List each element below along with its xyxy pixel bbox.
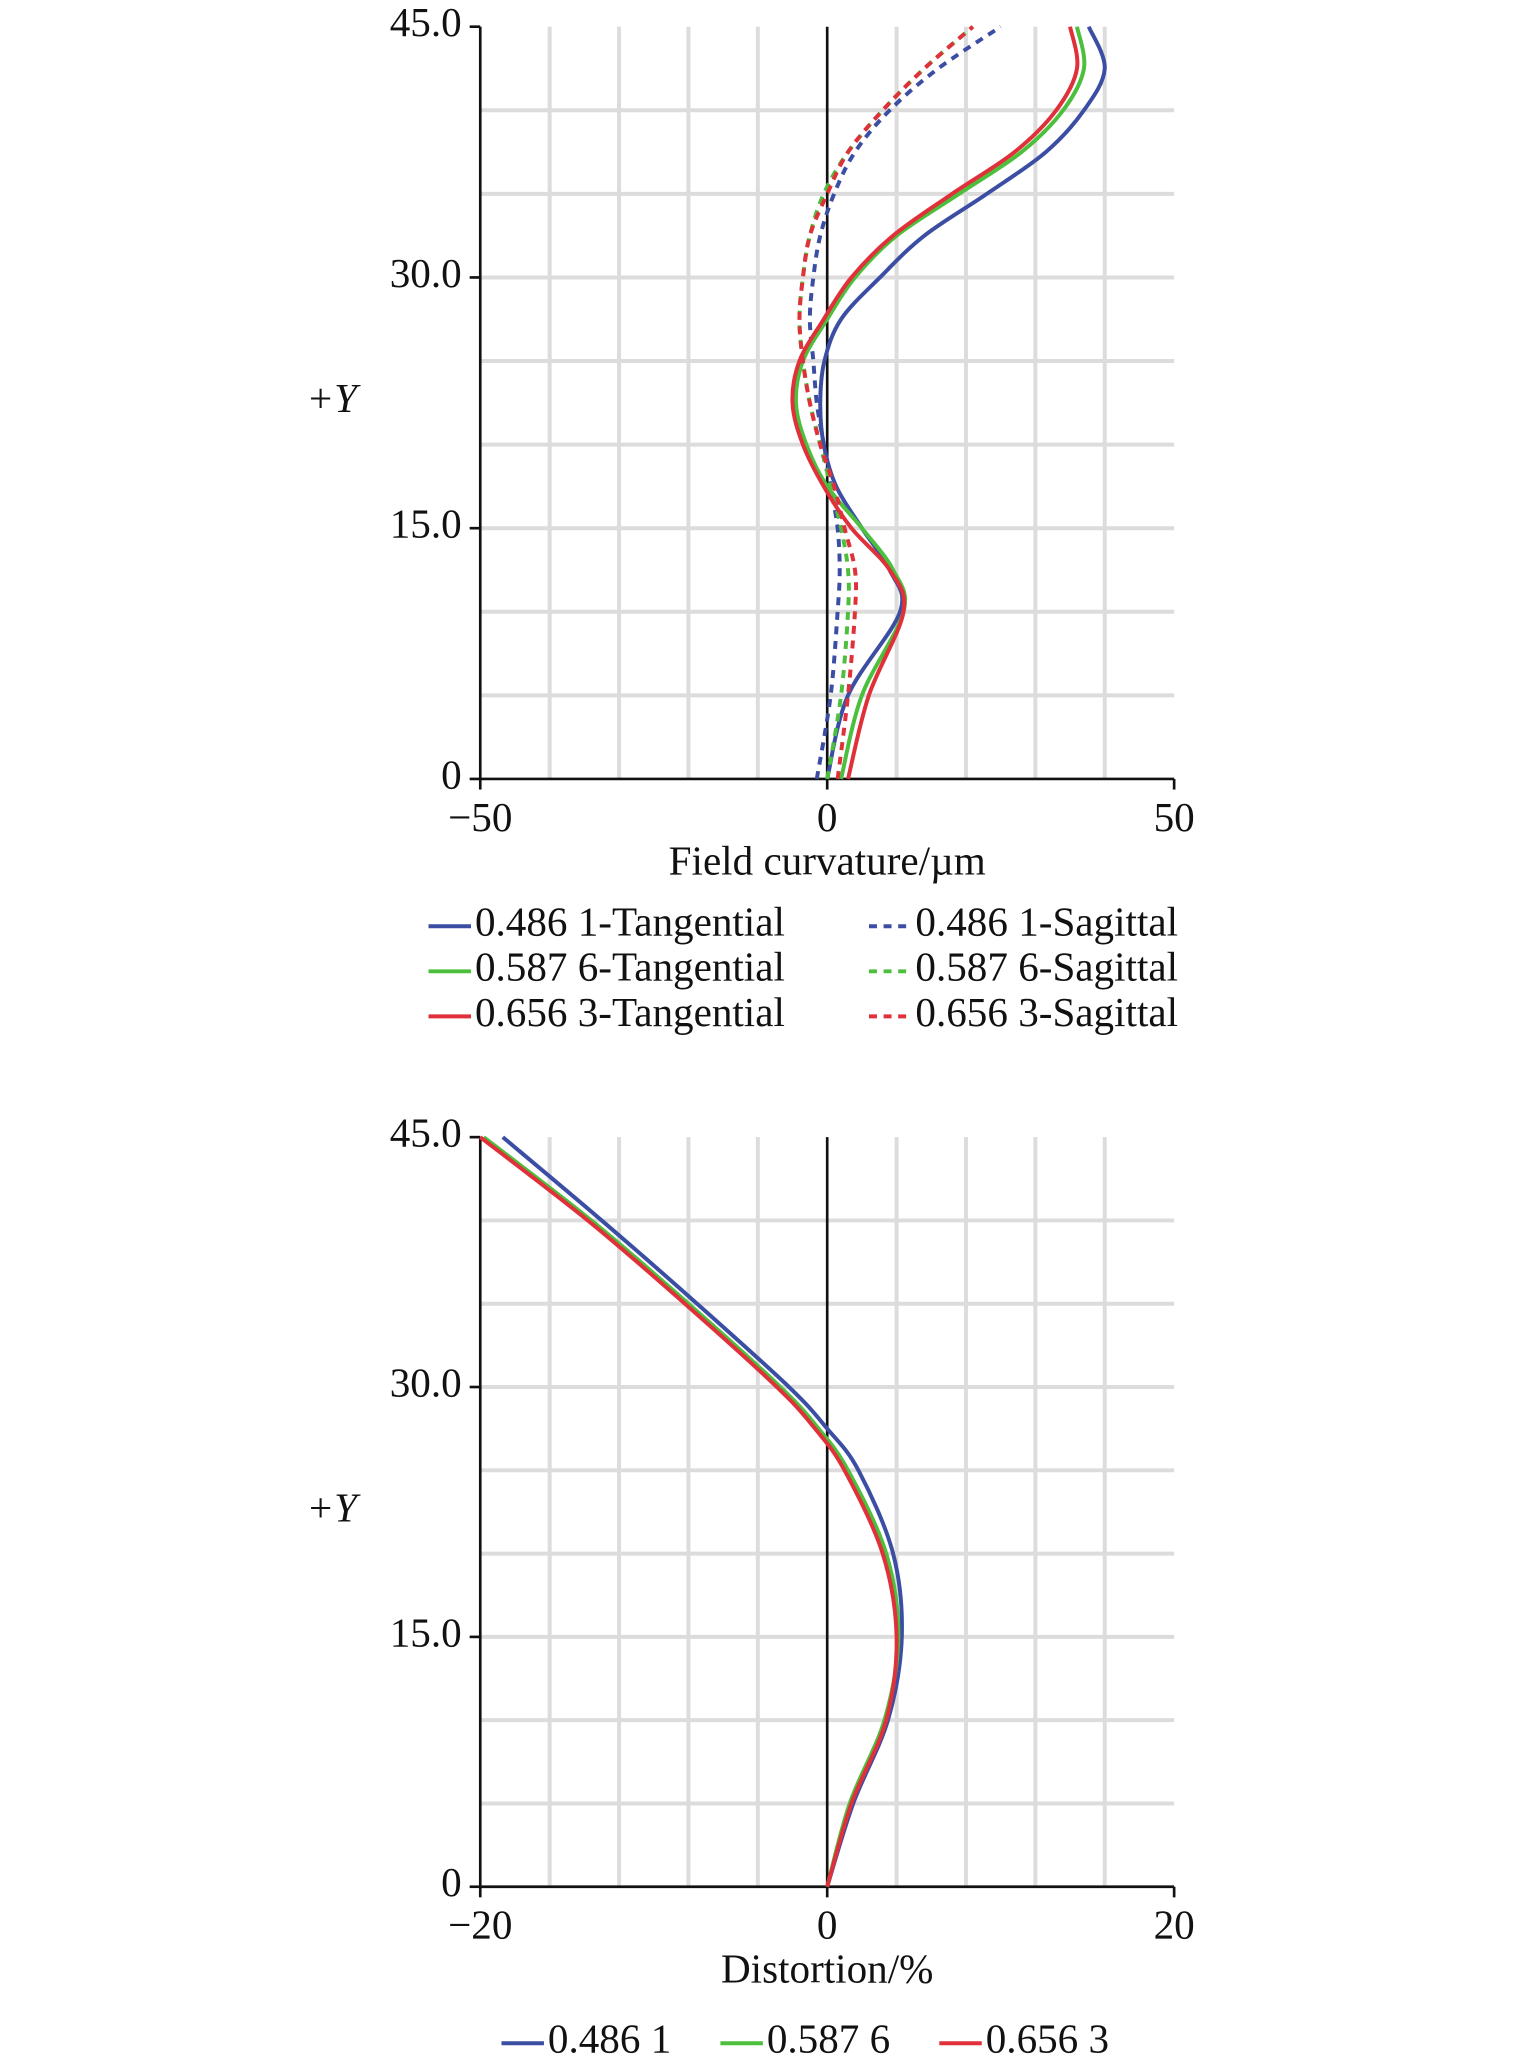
y-tick-label: 15.0 [390,1609,462,1655]
y-axis-label: +Y [306,375,361,421]
y-tick-label: 15.0 [390,501,462,547]
x-tick-label: −50 [448,794,512,840]
y-axis-label: +Y [306,1484,361,1530]
legend-label: 0.486 1-Tangential [475,899,785,945]
legend-label: 0.656 3 [986,2016,1109,2062]
x-axis-label: Field curvature/µm [669,838,986,884]
series-line [797,25,975,780]
legend-label: 0.587 6-Tangential [475,944,785,990]
x-axis-label: Distortion/% [721,1945,933,1991]
legend-label: 0.587 6 [767,2016,890,2062]
y-tick-label: 45.0 [390,0,462,45]
legend-label: 0.486 1-Sagittal [915,899,1178,945]
series-line [501,1135,904,1888]
legend-label: 0.587 6-Sagittal [915,944,1178,990]
series-line [482,1135,901,1888]
series-line [818,25,1107,780]
series-line [793,26,1087,780]
y-tick-label: 0 [441,1859,462,1905]
legend-label: 0.656 3-Sagittal [915,989,1178,1035]
series-line [797,25,975,780]
x-tick-label: −20 [448,1902,512,1948]
legend-label: 0.486 1 [548,2016,671,2062]
series-line [790,26,1080,780]
x-tick-label: 0 [817,794,838,840]
x-tick-label: 0 [817,1902,838,1948]
y-tick-label: 30.0 [390,250,462,296]
legend-label: 0.656 3-Tangential [475,989,785,1035]
y-tick-label: 0 [441,751,462,797]
x-tick-label: 20 [1154,1902,1195,1948]
y-tick-label: 45.0 [390,1110,462,1156]
series-line [807,25,1002,780]
series-line [479,1135,899,1888]
x-tick-label: 50 [1154,794,1195,840]
y-tick-label: 30.0 [390,1359,462,1405]
